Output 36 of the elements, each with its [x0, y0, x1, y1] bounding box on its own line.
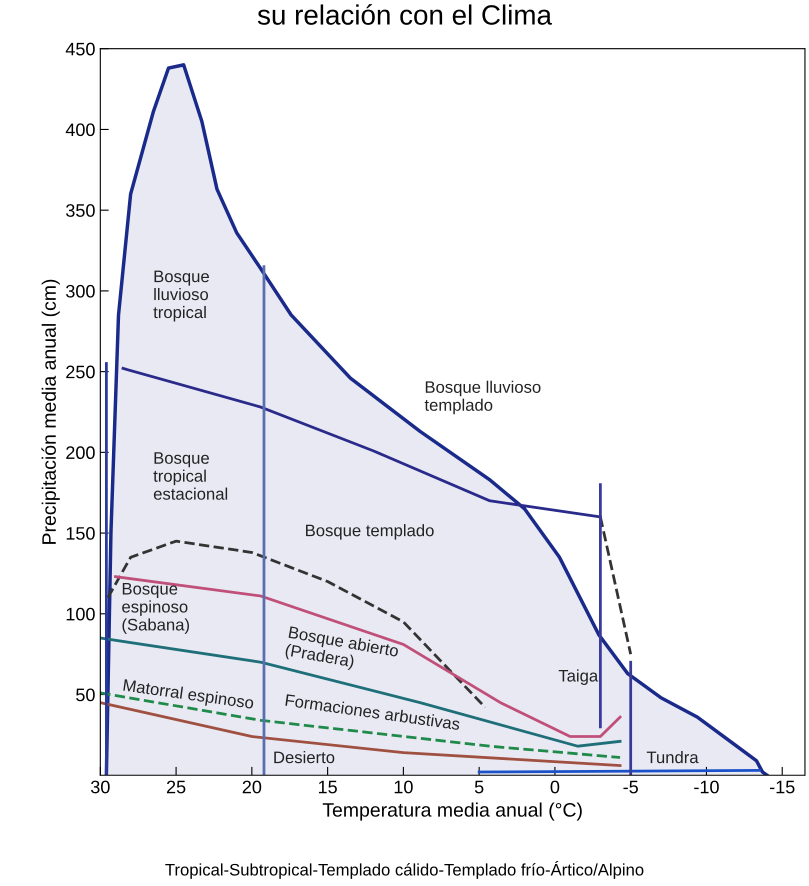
- x-tick-label: 0: [550, 780, 560, 794]
- annotation: Bosque lluvioso tropical: [153, 270, 209, 322]
- x-tick-label: -15: [770, 780, 795, 794]
- x-tick-label: 25: [166, 780, 186, 794]
- x-tick-label: 20: [242, 780, 262, 794]
- text: Tropical-Subtropical-Templado cálido-Templado frío-Ártico/Alpino: [165, 861, 644, 879]
- annotation: Bosque tropical estacional: [153, 452, 228, 500]
- y-tick-label: 450: [66, 42, 95, 56]
- x-tick-label: 30: [90, 780, 110, 794]
- annotation: Tundra: [646, 750, 699, 764]
- annotation: Bosque espinoso (Sabana): [122, 583, 189, 634]
- line-series: [114, 575, 622, 738]
- line-series: [122, 367, 602, 518]
- y-tick-label: 300: [66, 284, 95, 298]
- x-axis-title: Temperatura media anual (°C): [322, 802, 582, 821]
- annotation: Desierto: [274, 750, 334, 764]
- annotation: Bosque lluvioso templado: [424, 380, 540, 414]
- y-tick-label: 200: [66, 446, 95, 460]
- y-tick-label: 50: [76, 688, 95, 702]
- annotation: Formaciones arbustivas: [285, 694, 460, 730]
- y-tick-label: 250: [66, 366, 95, 378]
- y-axis-title: Precipitación media anual (cm): [41, 280, 60, 544]
- x-tick-label: 10: [394, 780, 413, 794]
- y-tick-label: 150: [66, 527, 95, 540]
- y-tick-label: 350: [66, 204, 95, 217]
- x-tick-label: 15: [318, 780, 337, 794]
- y-tick-label: 400: [66, 123, 95, 136]
- annotation: Bosque abierto (Pradera): [284, 626, 400, 671]
- annotation: Bosque templado: [306, 524, 434, 540]
- x-tick-label: -10: [694, 780, 719, 794]
- x-tick-label: 5: [474, 780, 484, 794]
- annotation: Taiga: [558, 669, 598, 685]
- chart-title: su relación con el Clima: [258, 4, 552, 25]
- x-tick-label: -5: [623, 780, 638, 794]
- annotation: Matorral espinoso: [122, 678, 254, 712]
- y-tick-label: 100: [66, 608, 95, 621]
